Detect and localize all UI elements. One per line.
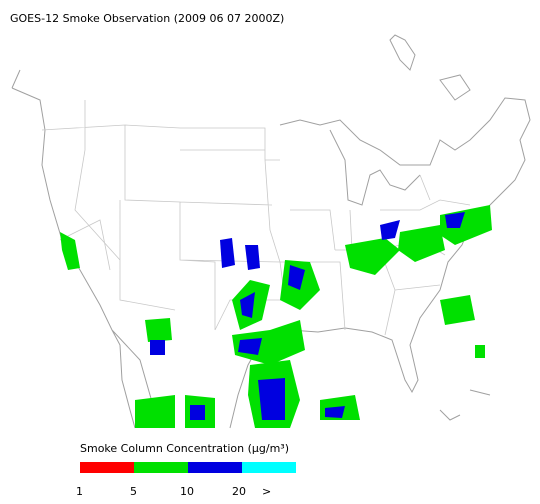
smoke-area	[398, 225, 445, 262]
smoke-area	[325, 406, 345, 418]
smoke-area	[135, 395, 175, 428]
smoke-area	[380, 220, 400, 240]
smoke-area	[445, 212, 465, 228]
legend-title: Smoke Column Concentration (μg/m³)	[80, 442, 289, 455]
smoke-area	[220, 238, 235, 268]
smoke-area	[258, 378, 285, 420]
smoke-area	[240, 292, 255, 318]
smoke-area	[345, 238, 400, 275]
legend: 1 5 10 20 >	[76, 462, 296, 498]
smoke-area	[60, 232, 80, 270]
legend-label: 1	[76, 485, 83, 498]
smoke-area	[288, 265, 305, 290]
title: GOES-12 Smoke Observation (2009 06 07 20…	[10, 12, 284, 25]
legend-swatch	[188, 462, 242, 473]
smoke-area	[190, 405, 205, 420]
legend-swatch	[242, 462, 296, 473]
legend-swatch	[134, 462, 188, 473]
smoke-area	[238, 338, 262, 355]
legend-label: >	[262, 485, 271, 498]
smoke-area	[475, 345, 485, 358]
smoke-area	[245, 245, 260, 270]
smoke-area	[150, 340, 165, 355]
legend-label: 5	[130, 485, 137, 498]
legend-label: 20	[232, 485, 246, 498]
smoke-area	[440, 295, 475, 325]
legend-label: 10	[180, 485, 194, 498]
smoke-area	[145, 318, 172, 342]
smoke	[60, 205, 492, 428]
legend-swatch	[80, 462, 134, 473]
